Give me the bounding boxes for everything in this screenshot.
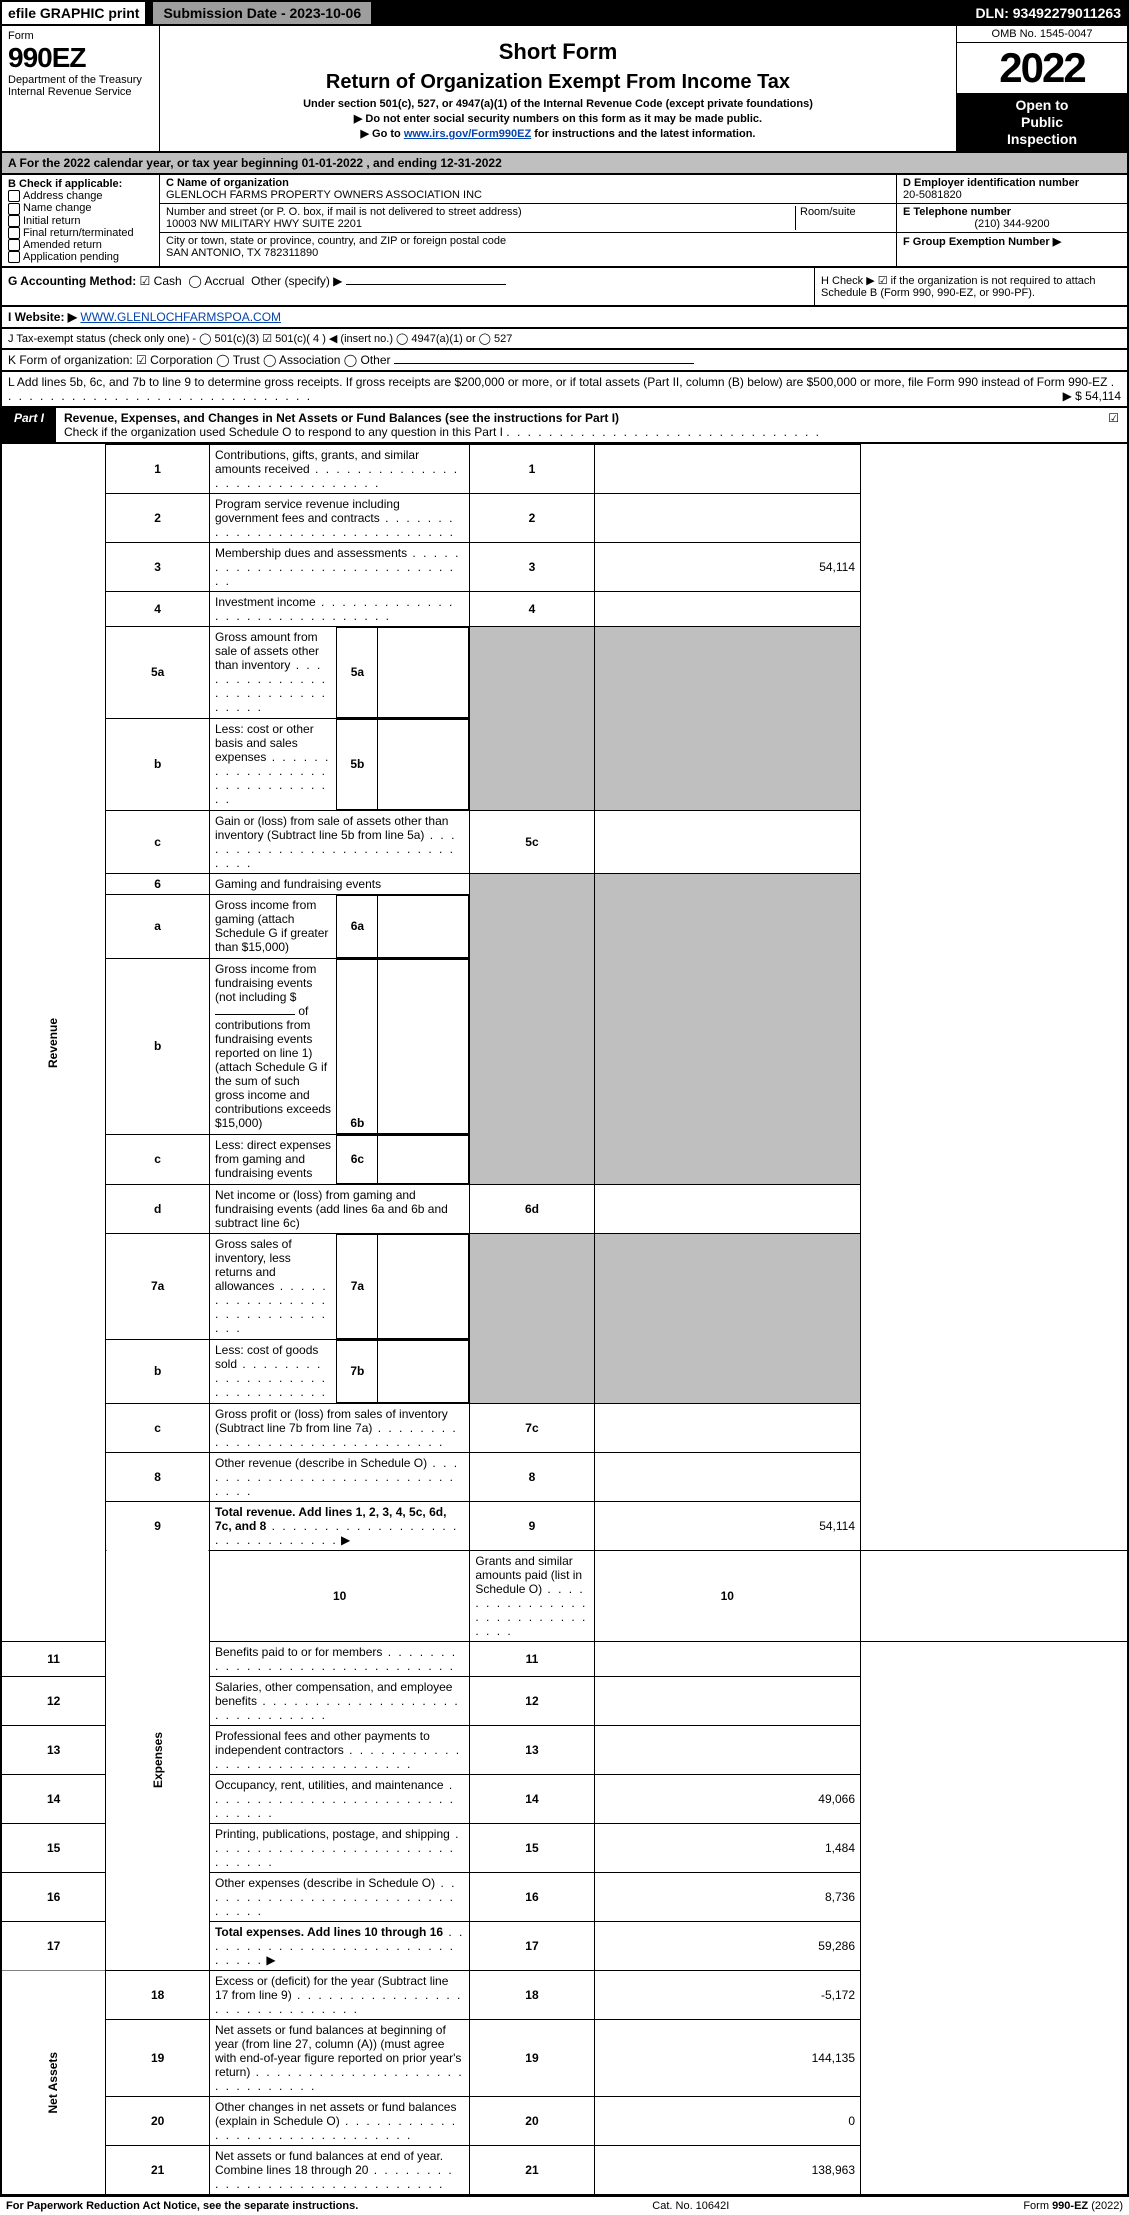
j-tax-exempt: J Tax-exempt status (check only one) - ◯… [0,329,1129,350]
efile-label: efile GRAPHIC print [0,0,147,26]
dept-treasury: Department of the Treasury [8,74,153,86]
header-right: OMB No. 1545-0047 2022 Open to Public In… [957,26,1127,151]
i-website-row: I Website: ▶ WWW.GLENLOCHFARMSPOA.COM [0,307,1129,329]
cash-checkbox[interactable]: ☑ [140,274,151,288]
f-cell: F Group Exemption Number ▶ [897,233,1127,250]
subtitle-goto: ▶ Go to www.irs.gov/Form990EZ for instru… [170,127,946,140]
open-public-inspection: Open to Public Inspection [957,93,1127,151]
subtitle-ssn: ▶ Do not enter social security numbers o… [170,112,946,125]
phone-value: (210) 344-9200 [903,218,1121,230]
d-label: D Employer identification number [903,177,1079,189]
ein-value: 20-5081820 [903,189,962,201]
netassets-side-label: Net Assets [1,1970,106,2195]
form-label: Form [8,30,153,42]
col-de: D Employer identification number 20-5081… [897,175,1127,266]
page-footer: For Paperwork Reduction Act Notice, see … [0,2196,1129,2215]
tax-year: 2022 [957,43,1127,93]
d-cell: D Employer identification number 20-5081… [897,175,1127,204]
f-label: F Group Exemption Number ▶ [903,236,1061,248]
irs-link[interactable]: www.irs.gov/Form990EZ [404,128,531,140]
e-cell: E Telephone number (210) 344-9200 [897,204,1127,233]
l-amount: ▶ $ 54,114 [1063,389,1121,403]
header-left: Form 990EZ Department of the Treasury In… [2,26,160,151]
part1-desc: Revenue, Expenses, and Changes in Net As… [56,408,1100,442]
org-name: GLENLOCH FARMS PROPERTY OWNERS ASSOCIATI… [166,189,482,201]
footer-left: For Paperwork Reduction Act Notice, see … [6,2200,358,2212]
dept-irs: Internal Revenue Service [8,86,153,98]
col-c: C Name of organization GLENLOCH FARMS PR… [160,175,897,266]
top-bar: efile GRAPHIC print Submission Date - 20… [0,0,1129,26]
title-short-form: Short Form [170,39,946,65]
c-street-cell: Number and street (or P. O. box, if mail… [160,204,896,233]
cb-final-return[interactable]: Final return/terminated [8,227,153,239]
form-header: Form 990EZ Department of the Treasury In… [0,26,1129,153]
col-b-checkboxes: B Check if applicable: Address change Na… [2,175,160,266]
gh-row: G Accounting Method: ☑ Cash ◯ Accrual Ot… [0,268,1129,307]
city-label: City or town, state or province, country… [166,235,506,247]
e-label: E Telephone number [903,206,1011,218]
accrual-checkbox[interactable]: ◯ [188,274,201,288]
dln: DLN: 93492279011263 [967,2,1129,24]
part1-checkbox[interactable]: ☑ [1100,408,1127,442]
submission-date: Submission Date - 2023-10-06 [151,0,373,26]
k-form-org: K Form of organization: ☑ Corporation ◯ … [0,350,1129,372]
b-title: B Check if applicable: [8,178,153,190]
footer-catno: Cat. No. 10642I [652,2200,729,2212]
c-label: C Name of organization [166,177,289,189]
c-name-cell: C Name of organization GLENLOCH FARMS PR… [160,175,896,204]
room-label: Room/suite [800,206,856,218]
city-value: SAN ANTONIO, TX 782311890 [166,247,318,259]
street-label: Number and street (or P. O. box, if mail… [166,206,522,218]
cb-application-pending[interactable]: Application pending [8,251,153,263]
subtitle-section: Under section 501(c), 527, or 4947(a)(1)… [170,98,946,110]
title-return: Return of Organization Exempt From Incom… [170,71,946,94]
part1-tab: Part I [2,408,56,442]
expenses-side-label: Expenses [106,1550,210,1970]
bcdef-block: B Check if applicable: Address change Na… [0,175,1129,268]
website-link[interactable]: WWW.GLENLOCHFARMSPOA.COM [80,310,281,324]
cb-initial-return[interactable]: Initial return [8,215,153,227]
cb-name-change[interactable]: Name change [8,202,153,214]
c-city-cell: City or town, state or province, country… [160,233,896,261]
l-gross-receipts: L Add lines 5b, 6c, and 7b to line 9 to … [0,372,1129,408]
col-cde: C Name of organization GLENLOCH FARMS PR… [160,175,1127,266]
form-number: 990EZ [8,42,153,74]
cb-address-change[interactable]: Address change [8,190,153,202]
footer-right: Form 990-EZ (2022) [1023,2200,1123,2212]
omb-number: OMB No. 1545-0047 [957,26,1127,43]
h-schedule-b: H Check ▶ ☑ if the organization is not r… [815,268,1127,305]
header-center: Short Form Return of Organization Exempt… [160,26,957,151]
cb-amended-return[interactable]: Amended return [8,239,153,251]
street-value: 10003 NW MILITARY HWY SUITE 2201 [166,218,362,230]
revenue-side-label: Revenue [1,444,106,1641]
g-accounting: G Accounting Method: ☑ Cash ◯ Accrual Ot… [2,268,815,305]
part1-header: Part I Revenue, Expenses, and Changes in… [0,408,1129,444]
lines-table: Revenue 1Contributions, gifts, grants, a… [0,444,1129,2196]
row-a-tax-year: A For the 2022 calendar year, or tax yea… [0,153,1129,175]
